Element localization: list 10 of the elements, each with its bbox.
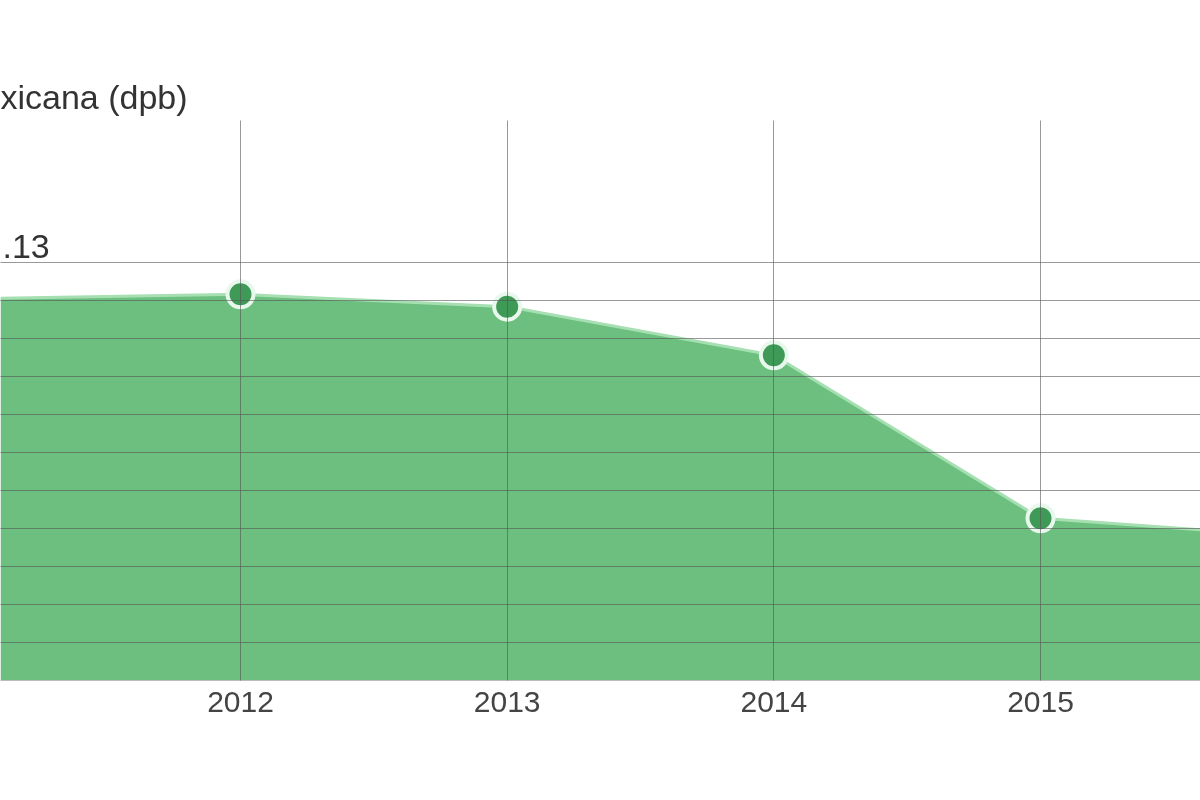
chart-title: xicana (dpb) — [0, 77, 188, 116]
text: .13 — [2, 227, 50, 266]
point — [492, 291, 523, 322]
x-tick-label: 2013 — [473, 684, 541, 718]
point — [758, 340, 789, 371]
x-tick-label: 2014 — [740, 684, 808, 718]
x-tick-label: 2015 — [1007, 684, 1074, 718]
point — [1025, 503, 1056, 534]
x-tick-label: 2012 — [207, 684, 274, 718]
point — [225, 279, 256, 310]
